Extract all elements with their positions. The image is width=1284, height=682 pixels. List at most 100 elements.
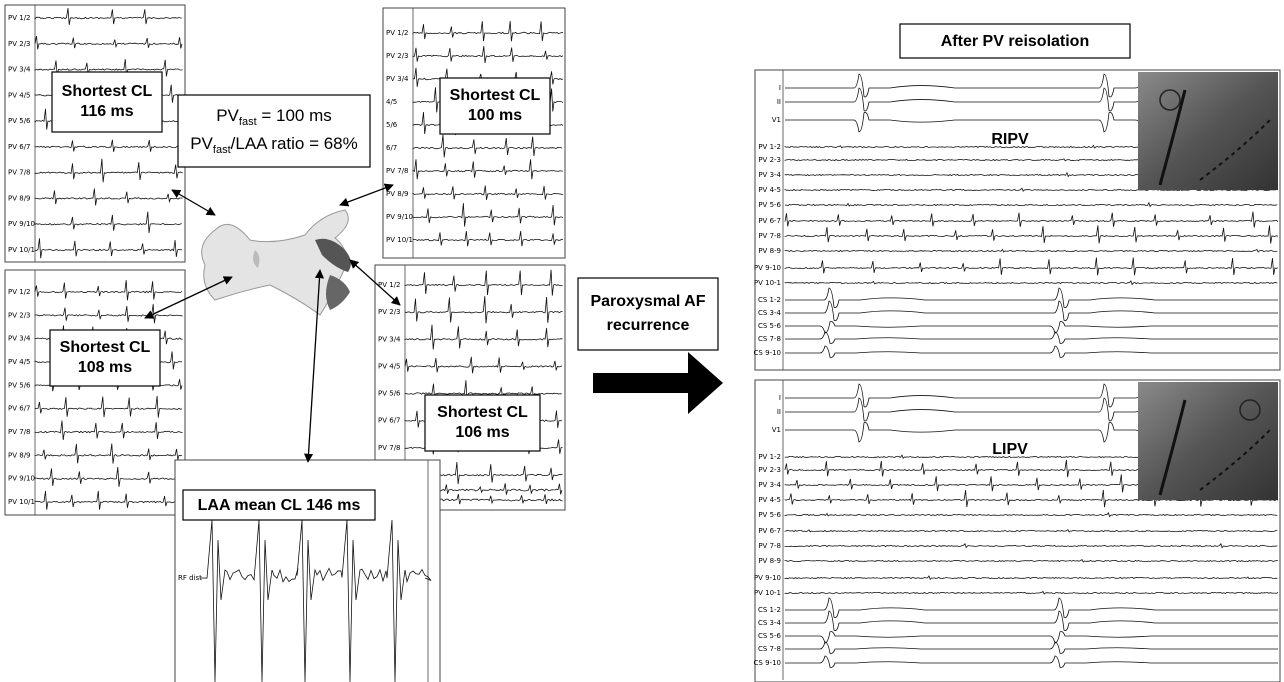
channel-label: 5/6: [386, 121, 398, 129]
channel-label: V1: [772, 426, 781, 434]
channel-label: PV 10/1: [8, 498, 35, 506]
channel-label: PV 7/8: [378, 444, 401, 452]
channel-label: PV 2-3: [758, 156, 781, 164]
summary-main: PV: [190, 134, 213, 153]
channel-label: I: [779, 84, 781, 92]
channel-label: PV 1/2: [8, 288, 31, 296]
channel-label: PV 3/4: [8, 335, 31, 343]
channel-label: PV 10-1: [754, 589, 781, 597]
channel-label: PV 8-9: [758, 247, 781, 255]
channel-label: PV 2/3: [8, 40, 31, 48]
annotation-text: Shortest CL: [437, 404, 528, 421]
channel-label: PV 1/2: [8, 14, 31, 22]
summary-rest: /LAA ratio = 68%: [231, 134, 358, 153]
channel-label: PV 4/5: [378, 362, 401, 370]
channel-label: PV 3/4: [8, 66, 31, 74]
channel-label: PV 8/9: [8, 194, 31, 202]
summary-main: PV: [216, 106, 239, 125]
channel-label: PV 7-8: [758, 232, 781, 240]
channel-label: PV 5/6: [8, 117, 31, 125]
channel-label: PV 6/7: [8, 405, 31, 413]
channel-label: PV 7/8: [8, 428, 31, 436]
figure: PV 1/2 PV 2/3 PV 3/4 PV 4/5 PV 5/6 PV 6/7 PV 7…: [0, 0, 1284, 682]
channel-label: PV 1-2: [758, 143, 781, 151]
channel-label: CS 9-10: [754, 349, 781, 357]
summary-text: PVfast = 100 ms: [216, 106, 332, 127]
channel-label: CS 1-2: [758, 606, 781, 614]
annotation-text: Shortest CL: [60, 339, 151, 356]
channel-label: PV 1/2: [386, 29, 409, 37]
channel-label: PV 9/10: [8, 475, 35, 483]
fluoroscopy-image: [1138, 72, 1278, 190]
channel-label: PV 6/7: [378, 417, 401, 425]
vein-label: RIPV: [991, 131, 1029, 148]
annotation-box: [52, 72, 162, 132]
title-text: After PV reisolation: [941, 33, 1089, 50]
channel-label: PV 9/10: [8, 220, 35, 228]
summary-sub: fast: [213, 144, 231, 156]
channel-label: PV 3-4: [758, 481, 781, 489]
content: PV 1/2 PV 2/3 PV 3/4 PV 4/5 PV 5/6 PV 6/7 PV 7…: [5, 5, 1280, 682]
vein-label: LIPV: [992, 441, 1028, 458]
annotation-text: LAA mean CL 146 ms: [198, 497, 361, 514]
fluoroscopy-image: [1138, 382, 1278, 500]
transition-text: Paroxysmal AF: [590, 293, 705, 310]
channel-label: PV 10/1: [386, 236, 413, 244]
atrium-model: [202, 210, 349, 315]
vein-ostium: [326, 275, 350, 310]
channel-label: V1: [772, 116, 781, 124]
channel-label: PV 4/5: [8, 91, 31, 99]
channel-label: PV 1-2: [758, 453, 781, 461]
channel-label: PV 8/9: [386, 190, 409, 198]
annotation-text: Shortest CL: [62, 83, 153, 100]
channel-label: II: [777, 408, 781, 416]
page: { "pv_panels": [ {"channels": ["PV 1/2",…: [0, 0, 1284, 682]
channel-label: 6/7: [386, 144, 397, 152]
transition-box: [578, 278, 718, 350]
channel-label: PV 5/6: [8, 381, 31, 389]
channel-label: CS 3-4: [758, 309, 782, 317]
summary-rest: = 100 ms: [257, 106, 332, 125]
transition-arrow: [593, 352, 723, 414]
channel-label: PV 4-5: [758, 186, 781, 194]
channel-label: PV 2-3: [758, 466, 781, 474]
summary-sub: fast: [239, 116, 257, 128]
channel-label: PV 9/10: [386, 213, 413, 221]
channel-label: PV 6-7: [758, 527, 781, 535]
channel-label: PV 7/8: [386, 167, 409, 175]
channel-label: PV 10-1: [754, 279, 781, 287]
channel-label: CS 5-6: [758, 632, 782, 640]
channel-label: PV 4-5: [758, 496, 781, 504]
channel-label: PV 7/8: [8, 169, 31, 177]
channel-label: RF dist: [178, 574, 202, 582]
channel-label: PV 8/9: [8, 451, 31, 459]
channel-label: CS 5-6: [758, 322, 782, 330]
channel-label: PV 5-6: [758, 511, 781, 519]
channel-label: PV 9-10: [754, 264, 781, 272]
channel-label: PV 3-4: [758, 171, 781, 179]
channel-label: CS 3-4: [758, 619, 782, 627]
channel-label: PV 2/3: [378, 308, 401, 316]
channel-label: PV 9-10: [754, 574, 781, 582]
channel-label: I: [779, 394, 781, 402]
channel-label: PV 3/4: [378, 335, 401, 343]
channel-label: II: [777, 98, 781, 106]
channel-label: PV 6/7: [8, 143, 31, 151]
channel-label: PV 5-6: [758, 201, 781, 209]
channel-label: PV 2/3: [386, 52, 409, 60]
channel-label: PV 3/4: [386, 75, 409, 83]
channel-label: PV 8-9: [758, 557, 781, 565]
channel-label: PV 6-7: [758, 217, 781, 225]
annotation-text: 108 ms: [78, 359, 132, 376]
channel-label: 4/5: [386, 98, 397, 106]
channel-label: PV 5/6: [378, 390, 401, 398]
annotation-text: 106 ms: [455, 424, 509, 441]
annotation-text: Shortest CL: [450, 87, 541, 104]
annotation-text: 100 ms: [468, 107, 522, 124]
transition-text: recurrence: [607, 317, 690, 334]
channel-label: PV 10/1: [8, 246, 35, 254]
channel-label: CS 7-8: [758, 645, 781, 653]
channel-label: PV 2/3: [8, 311, 31, 319]
channel-label: CS 1-2: [758, 296, 781, 304]
channel-label: PV 7-8: [758, 542, 781, 550]
